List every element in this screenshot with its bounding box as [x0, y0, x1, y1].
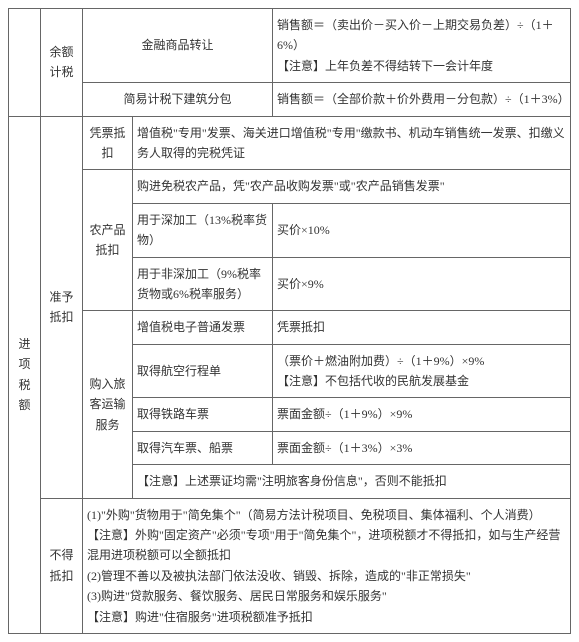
cell-blank	[9, 9, 41, 117]
cell-tielu-formula: 票面金额÷（1＋9%）×9%	[273, 398, 571, 431]
cell-invoice-text: 增值税"专用"发票、海关进口增值税"专用"缴款书、机动车销售统一发票、扣缴义务人…	[133, 116, 571, 170]
cell-bude-text: (1)"外购"货物用于"简免集个"（简易方法计税项目、免税项目、集体福利、个人消…	[83, 498, 571, 633]
cell-ncp-text: 购进免税农产品，凭"农产品收购发票"或"农产品销售发票"	[133, 170, 571, 203]
cell-jianyi: 简易计税下建筑分包	[83, 83, 273, 116]
table-row: 购入旅客运输服务 增值税电子普通发票 凭票抵扣	[9, 311, 571, 344]
cell-zhunyu: 准予抵扣	[41, 116, 83, 498]
cell-bude: 不得抵扣	[41, 498, 83, 633]
cell-formula-1: 销售额＝（卖出价－买入价－上期交易负差）÷（1＋6%）【注意】上年负差不得结转下…	[273, 9, 571, 83]
cell-yue-e: 余额计税	[41, 9, 83, 117]
cell-gouru: 购入旅客运输服务	[83, 311, 133, 498]
cell-dianzi: 增值税电子普通发票	[133, 311, 273, 344]
cell-note-id: 【注意】上述票证均需"注明旅客身份信息"，否则不能抵扣	[133, 465, 571, 498]
cell-jinxiang: 进项税额	[9, 116, 41, 633]
cell-hangkong: 取得航空行程单	[133, 344, 273, 398]
cell-pingpiao2: 凭票抵扣	[273, 311, 571, 344]
cell-shenjiagong: 用于深加工（13%税率货物）	[133, 203, 273, 257]
tax-table: 余额计税 金融商品转让 销售额＝（卖出价－买入价－上期交易负差）÷（1＋6%）【…	[8, 8, 571, 634]
table-row: 不得抵扣 (1)"外购"货物用于"简免集个"（简易方法计税项目、免税项目、集体福…	[9, 498, 571, 633]
cell-qiche-formula: 票面金额÷（1＋3%）×3%	[273, 431, 571, 464]
table-row: 简易计税下建筑分包 销售额＝（全部价款＋价外费用－分包款）÷（1＋3%）	[9, 83, 571, 116]
cell-tielu: 取得铁路车票	[133, 398, 273, 431]
cell-nongchanpin: 农产品抵扣	[83, 170, 133, 311]
cell-10pct: 买价×10%	[273, 203, 571, 257]
cell-jinrong: 金融商品转让	[83, 9, 273, 83]
cell-formula-2: 销售额＝（全部价款＋价外费用－分包款）÷（1＋3%）	[273, 83, 571, 116]
cell-hangkong-formula: （票价＋燃油附加费）÷（1＋9%）×9%【注意】不包括代收的民航发展基金	[273, 344, 571, 398]
cell-pingpiao: 凭票抵扣	[83, 116, 133, 170]
cell-feishenjiagong: 用于非深加工（9%税率货物或6%税率服务）	[133, 257, 273, 311]
cell-qiche: 取得汽车票、船票	[133, 431, 273, 464]
table-row: 进项税额 准予抵扣 凭票抵扣 增值税"专用"发票、海关进口增值税"专用"缴款书、…	[9, 116, 571, 170]
cell-9pct: 买价×9%	[273, 257, 571, 311]
table-row: 余额计税 金融商品转让 销售额＝（卖出价－买入价－上期交易负差）÷（1＋6%）【…	[9, 9, 571, 83]
table-row: 农产品抵扣 购进免税农产品，凭"农产品收购发票"或"农产品销售发票"	[9, 170, 571, 203]
